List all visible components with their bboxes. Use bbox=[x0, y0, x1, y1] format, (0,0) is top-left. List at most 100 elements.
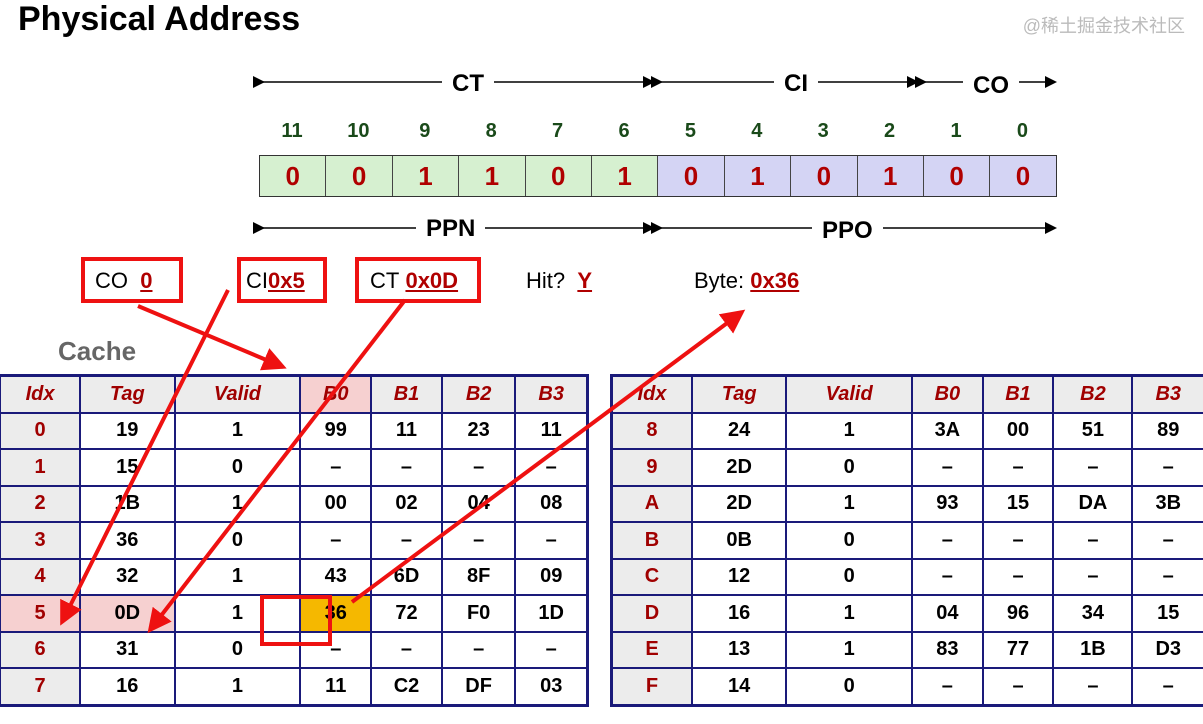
table-row: 5 0D 1 36 72 F0 1D bbox=[0, 594, 589, 633]
bit-number: 0 bbox=[1016, 120, 1028, 142]
bit-cell: 0 bbox=[990, 156, 1056, 196]
column-header: B1 bbox=[981, 374, 1055, 414]
column-header: Idx bbox=[610, 374, 693, 414]
co-label: CO bbox=[95, 268, 128, 293]
column-header: B3 bbox=[514, 374, 589, 414]
table-cell: – bbox=[1052, 448, 1134, 487]
column-header: B2 bbox=[1052, 374, 1134, 414]
table-cell: 2D bbox=[690, 484, 788, 523]
table-row: 1 15 0– – – – bbox=[0, 448, 589, 487]
table-cell: 1 bbox=[173, 411, 302, 450]
table-cell: 0D bbox=[79, 594, 176, 633]
table-cell: 0 bbox=[785, 667, 914, 706]
table-cell: 1 bbox=[173, 557, 302, 596]
table-cell: – bbox=[514, 521, 589, 560]
index-cell: 2 bbox=[0, 484, 82, 523]
table-cell: 2D bbox=[690, 448, 788, 487]
ppn-range-label: PPN bbox=[416, 215, 486, 243]
index-cell: 5 bbox=[0, 594, 82, 633]
cache-table-left: Idx Tag Valid B0 B1 B2 B3 0 19 1 99 11 23 11 1 15 0– – – –2… bbox=[0, 374, 589, 707]
column-header: Tag bbox=[690, 374, 788, 414]
table-cell: 3B bbox=[1131, 484, 1203, 523]
bit-cell: 0 bbox=[260, 156, 327, 196]
table-cell: 36 bbox=[79, 521, 176, 560]
table-cell: – bbox=[911, 448, 984, 487]
bit-cell: 0 bbox=[791, 156, 858, 196]
ci-label: CI bbox=[246, 268, 268, 293]
table-cell: – bbox=[911, 667, 984, 706]
table-cell: C2 bbox=[370, 667, 443, 706]
ct-range-label: CT bbox=[442, 70, 494, 98]
table-cell: – bbox=[981, 448, 1055, 487]
cache-table-right: Idx Tag Valid B0 B1 B2 B3 8 24 1 3A 00 51 89 9 2D 0– – – – A… bbox=[610, 374, 1203, 707]
hit-value: Y bbox=[577, 268, 593, 293]
table-row: D 16 1 04 96 34 15 bbox=[610, 594, 1203, 633]
index-cell: 3 bbox=[0, 521, 82, 560]
index-cell: 4 bbox=[0, 557, 82, 596]
table-cell: 32 bbox=[79, 557, 176, 596]
ct-label: CT bbox=[370, 268, 400, 293]
table-cell: 00 bbox=[299, 484, 373, 523]
table-row: 9 2D 0– – – – bbox=[610, 448, 1203, 487]
table-row: 8 24 1 3A 00 51 89 bbox=[610, 411, 1203, 450]
table-cell: 0 bbox=[785, 448, 914, 487]
table-cell: – bbox=[370, 521, 443, 560]
table-cell: 15 bbox=[1131, 594, 1203, 633]
byte-value: 0x36 bbox=[750, 268, 800, 293]
table-cell: 96 bbox=[981, 594, 1055, 633]
index-cell: C bbox=[610, 557, 693, 596]
bit-number: 6 bbox=[618, 120, 630, 142]
table-cell: – bbox=[514, 448, 589, 487]
table-cell: 0 bbox=[173, 448, 302, 487]
bit-cell: 0 bbox=[525, 156, 592, 196]
table-row: 4 32 1 43 6D 8F 09 bbox=[0, 557, 589, 596]
table-cell: 15 bbox=[79, 448, 176, 487]
table-row: E 13 1 83 77 1B D3 bbox=[610, 630, 1203, 669]
column-header: B0 bbox=[911, 374, 984, 414]
bit-number: 4 bbox=[751, 120, 763, 142]
table-cell: 16 bbox=[79, 667, 176, 706]
table-cell: 04 bbox=[911, 594, 984, 633]
table-cell: – bbox=[440, 630, 517, 669]
ppo-range-label: PPO bbox=[812, 217, 883, 245]
index-cell: E bbox=[610, 630, 693, 669]
table-cell: 11 bbox=[514, 411, 589, 450]
table-cell: – bbox=[370, 630, 443, 669]
table-cell: – bbox=[981, 667, 1055, 706]
table-cell: 1 bbox=[173, 484, 302, 523]
co-field: CO 0 bbox=[95, 268, 152, 294]
hit-label: Hit? bbox=[526, 268, 566, 293]
table-cell: 72 bbox=[370, 594, 443, 633]
bit-number: 10 bbox=[347, 120, 370, 142]
table-row: A 2D 1 93 15 DA 3B bbox=[610, 484, 1203, 523]
table-cell: – bbox=[440, 521, 517, 560]
byte-field: Byte: 0x36 bbox=[694, 268, 799, 294]
table-cell: – bbox=[911, 521, 984, 560]
index-cell: F bbox=[610, 667, 693, 706]
bit-number: 8 bbox=[485, 120, 497, 142]
table-cell: DF bbox=[440, 667, 517, 706]
table-cell: 00 bbox=[981, 411, 1055, 450]
table-row: 2 1B 1 00 02 04 08 bbox=[0, 484, 589, 523]
index-cell: B bbox=[610, 521, 693, 560]
table-cell: – bbox=[1052, 557, 1134, 596]
table-row: B 0B 0– – – – bbox=[610, 521, 1203, 560]
table-cell: 1 bbox=[173, 667, 302, 706]
table-cell: 43 bbox=[299, 557, 373, 596]
table-cell: – bbox=[1052, 667, 1134, 706]
index-cell: 6 bbox=[0, 630, 82, 669]
table-cell: – bbox=[1131, 667, 1203, 706]
table-cell: – bbox=[911, 557, 984, 596]
index-cell: 0 bbox=[0, 411, 82, 450]
table-cell: 08 bbox=[514, 484, 589, 523]
bit-cell: 1 bbox=[591, 156, 659, 196]
bit-cell: 1 bbox=[459, 156, 526, 196]
table-cell: 1 bbox=[785, 630, 914, 669]
table-cell: 1B bbox=[1052, 630, 1134, 669]
table-cell: 19 bbox=[79, 411, 176, 450]
table-cell: 1 bbox=[785, 411, 914, 450]
bit-number: 11 bbox=[281, 120, 303, 142]
table-cell: 1 bbox=[785, 594, 914, 633]
table-cell: 24 bbox=[690, 411, 788, 450]
table-cell: – bbox=[299, 448, 373, 487]
